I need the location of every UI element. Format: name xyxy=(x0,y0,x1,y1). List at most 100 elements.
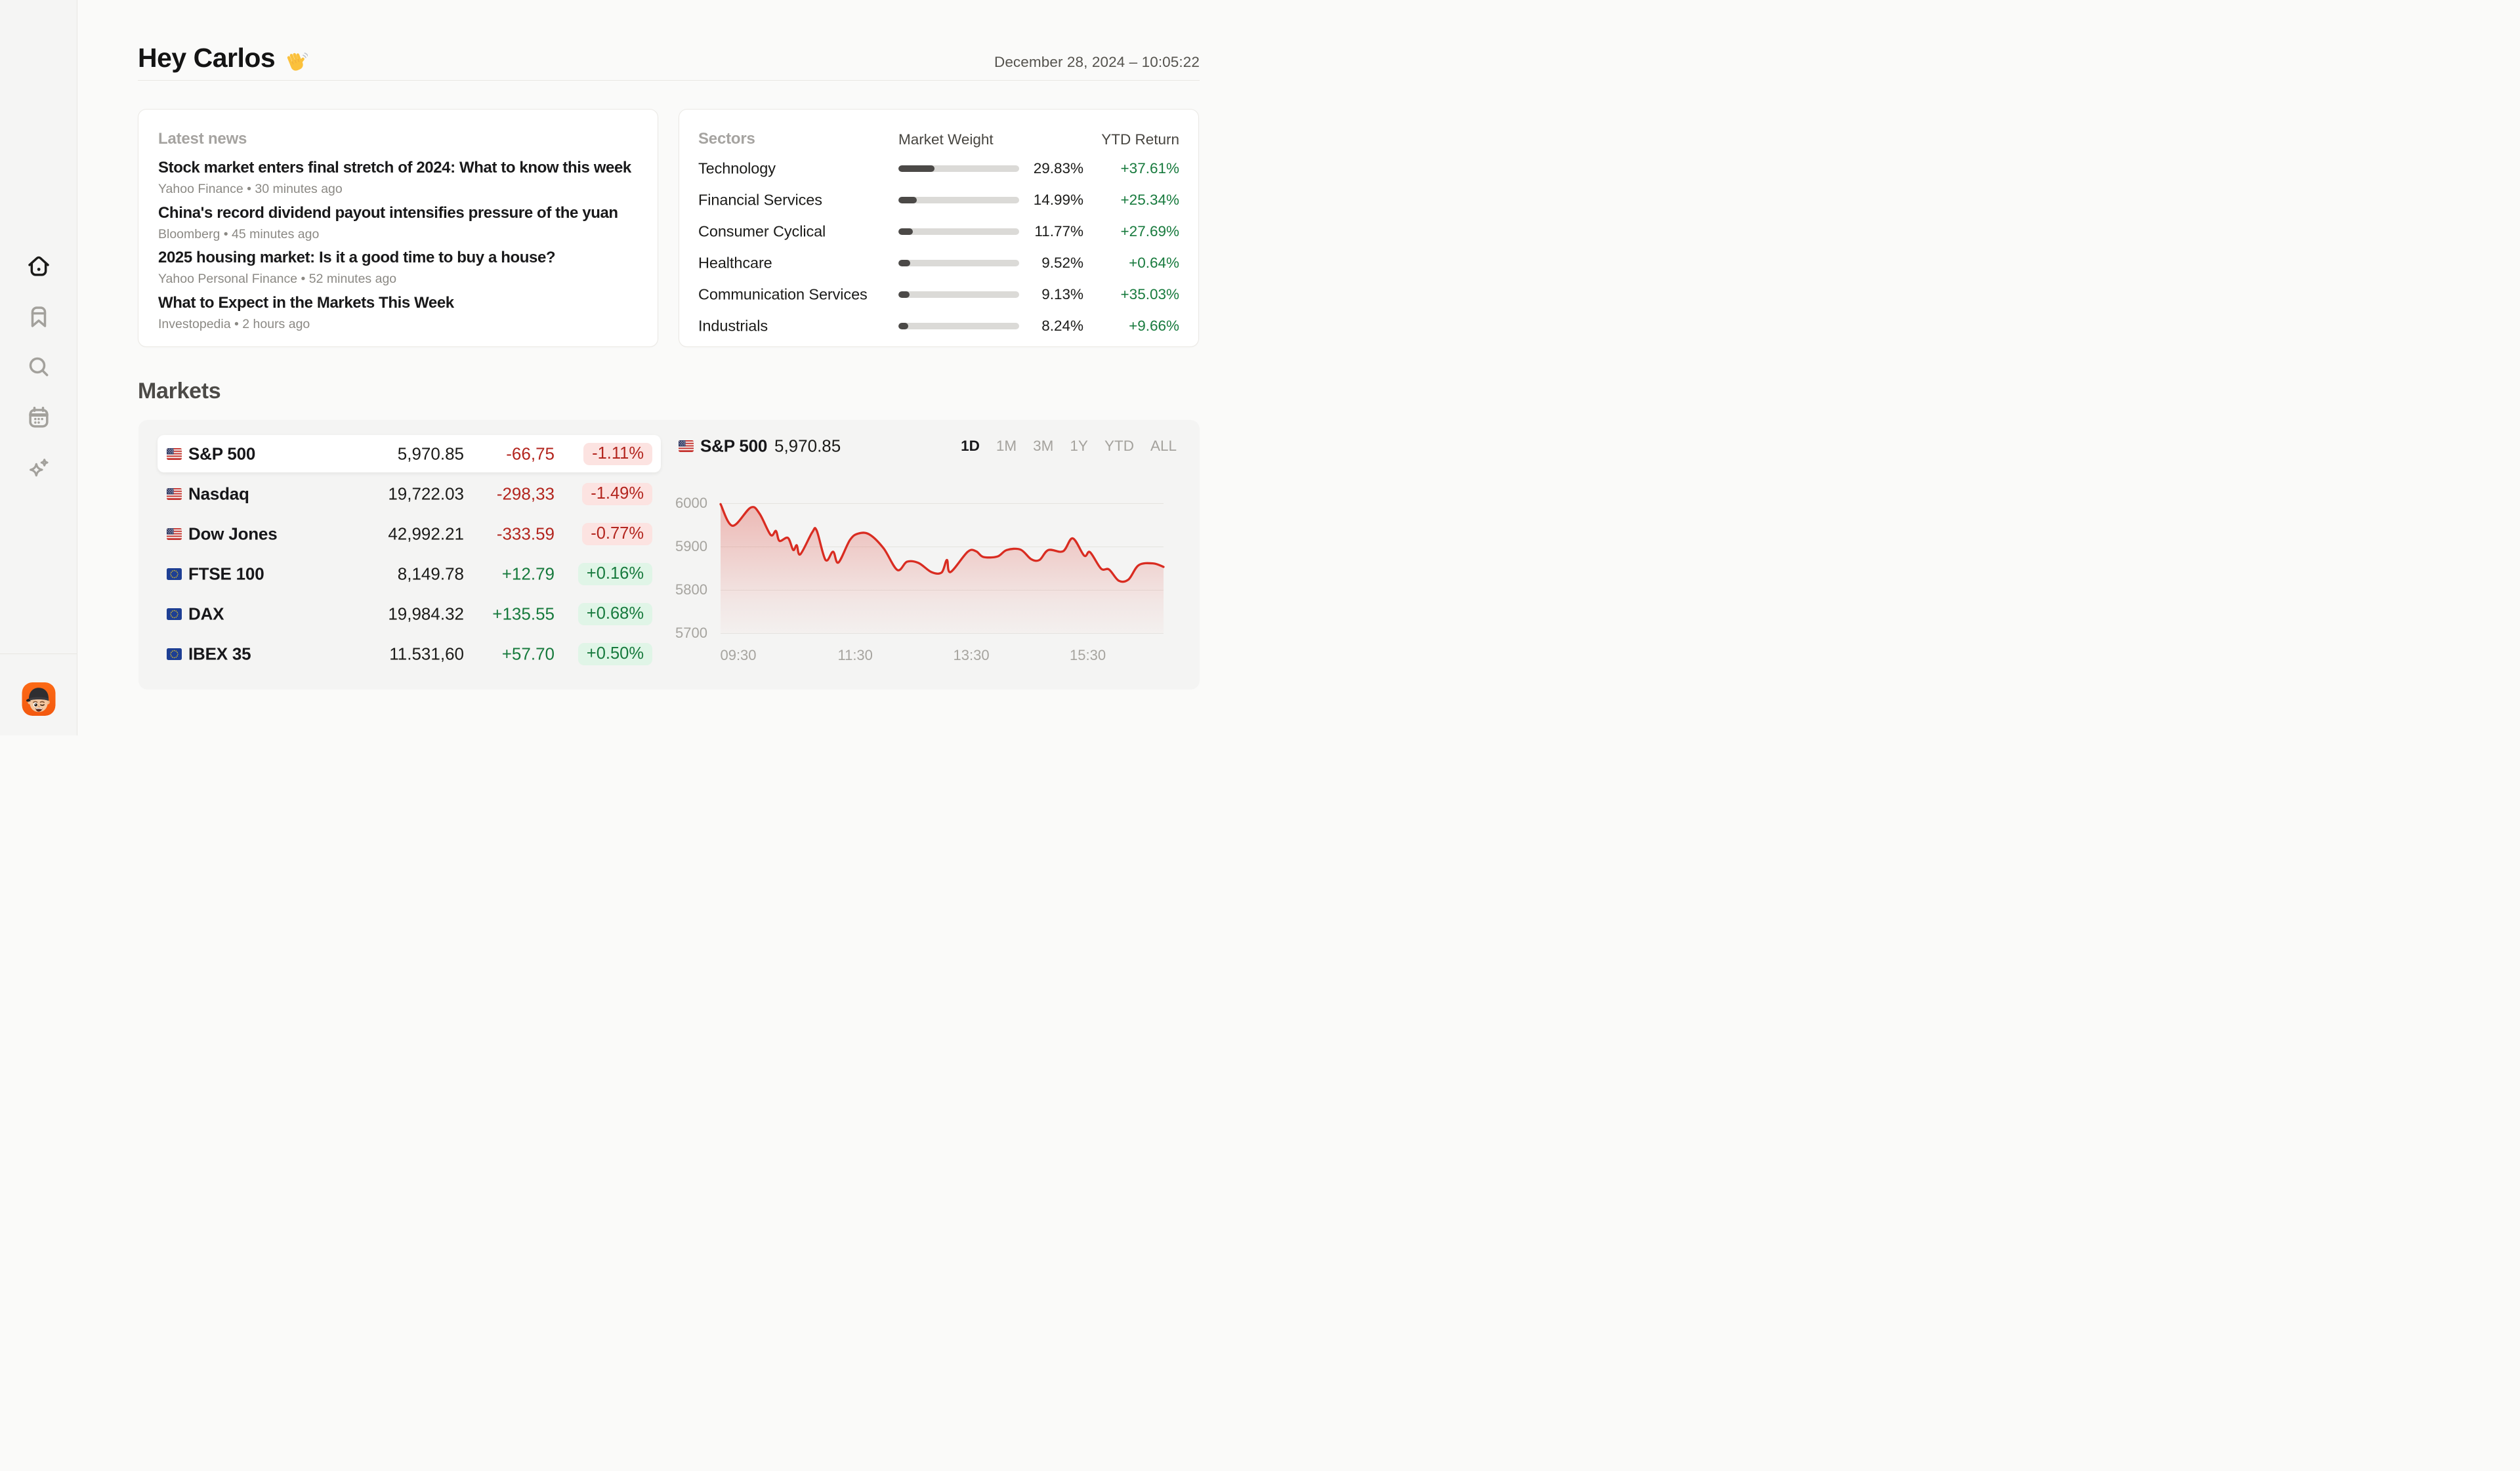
sector-row: Communication Services 9.13% +35.03% xyxy=(698,279,1179,310)
news-time: 30 minutes ago xyxy=(255,182,343,196)
market-change: +57.70 xyxy=(501,644,555,663)
news-headline[interactable]: Stock market enters final stretch of 202… xyxy=(158,159,631,176)
market-change: -333.59 xyxy=(496,524,555,543)
news-time: 45 minutes ago xyxy=(231,226,320,241)
market-weight-column-header: Market Weight xyxy=(898,131,994,148)
news-source-line: Yahoo Finance • 30 minutes ago xyxy=(158,180,638,197)
market-row-ftse-100[interactable]: FTSE 100 8,149.78 +12.79 +0.16% xyxy=(158,555,661,592)
market-change-percent-badge: -1.11% xyxy=(583,442,652,465)
market-value: 19,984.32 xyxy=(388,604,464,623)
chart-y-tick-label: 6000 xyxy=(675,495,707,511)
chart-y-tick-label: 5700 xyxy=(675,625,707,641)
market-weight-bar-fill xyxy=(898,228,913,235)
news-list: Stock market enters final stretch of 202… xyxy=(158,157,638,333)
market-change-percent-badge: +0.68% xyxy=(578,602,652,625)
market-change-percent-badge: -1.49% xyxy=(582,482,652,505)
sidebar-item-home[interactable] xyxy=(26,253,52,279)
market-row-dax[interactable]: DAX 19,984.32 +135.55 +0.68% xyxy=(158,595,661,632)
sector-ytd-return: +35.03% xyxy=(1120,286,1179,302)
news-source: Yahoo Personal Finance xyxy=(158,272,298,286)
market-change-percent-badge: -0.77% xyxy=(582,522,652,545)
sidebar-item-calendar[interactable] xyxy=(26,404,52,430)
sectors-card-title: Sectors xyxy=(698,130,755,148)
news-item[interactable]: What to Expect in the Markets This Week I… xyxy=(158,292,638,333)
chart-range-tabs: 1D 1M 3M 1Y YTD ALL xyxy=(961,438,1177,455)
header-divider xyxy=(138,80,1200,81)
sidebar-item-bookmarks[interactable] xyxy=(26,303,52,329)
chart-x-tick-label: 11:30 xyxy=(837,647,873,663)
sector-row: Technology 29.83% +37.61% xyxy=(698,153,1179,184)
market-name: Dow Jones xyxy=(188,524,278,543)
market-value: 19,722.03 xyxy=(388,484,464,503)
sector-weight-value: 29.83% xyxy=(1033,160,1083,176)
news-headline[interactable]: China's record dividend payout intensifi… xyxy=(158,203,618,222)
news-source: Bloomberg xyxy=(158,226,220,241)
greeting-title: Hey Carlos xyxy=(138,41,309,75)
market-weight-bar xyxy=(898,197,1019,203)
sidebar-item-search[interactable] xyxy=(26,354,52,380)
sector-row: Industrials 8.24% +9.66% xyxy=(698,310,1179,342)
news-headline[interactable]: 2025 housing market: Is it a good time t… xyxy=(158,249,556,266)
ytd-return-column-header: YTD Return xyxy=(1101,131,1179,148)
sectors-card-body: Sectors Market Weight YTD Return Technol… xyxy=(698,130,1179,342)
news-separator-dot: • xyxy=(297,272,309,286)
news-card-body: Latest news Stock market enters final st… xyxy=(158,130,638,337)
chart-tab-1y[interactable]: 1Y xyxy=(1070,438,1088,454)
eu-flag-icon xyxy=(167,608,182,620)
main-content: Hey Carlos December 28, 2024 – 10:05:22 … xyxy=(77,0,1260,736)
sector-weight-value: 9.52% xyxy=(1041,255,1083,271)
home-icon xyxy=(26,253,52,279)
sector-weight-value: 14.99% xyxy=(1033,192,1083,208)
market-change-percent-badge: +0.16% xyxy=(578,562,652,585)
news-card-title: Latest news xyxy=(158,130,247,148)
chart-x-tick-label: 09:30 xyxy=(720,647,757,663)
chart-tab-1d[interactable]: 1D xyxy=(961,438,980,454)
bookmark-icon xyxy=(26,303,52,329)
market-row-s-p-500[interactable]: S&P 500 5,970.85 -66,75 -1.11% xyxy=(158,435,661,472)
chart-tab-3m[interactable]: 3M xyxy=(1033,438,1054,454)
market-value: 42,992.21 xyxy=(388,524,464,543)
market-change: -66,75 xyxy=(506,444,555,463)
user-avatar[interactable] xyxy=(22,682,55,716)
chart-tab-all[interactable]: ALL xyxy=(1150,438,1177,454)
eu-flag-icon xyxy=(167,648,182,660)
market-weight-bar xyxy=(898,228,1019,235)
chart-x-tick-label: 15:30 xyxy=(1070,647,1106,663)
news-source-line: Bloomberg • 45 minutes ago xyxy=(158,226,638,243)
sector-weight-value: 9.13% xyxy=(1041,286,1083,302)
news-item[interactable]: China's record dividend payout intensifi… xyxy=(158,202,638,243)
sector-name: Healthcare xyxy=(698,254,772,272)
market-row-dow-jones[interactable]: Dow Jones 42,992.21 -333.59 -0.77% xyxy=(158,515,661,552)
news-item[interactable]: 2025 housing market: Is it a good time t… xyxy=(158,247,638,287)
us-flag-icon xyxy=(167,447,182,460)
chart-y-tick-label: 5900 xyxy=(675,538,707,554)
page-header: Hey Carlos December 28, 2024 – 10:05:22 xyxy=(138,41,1200,75)
greeting-text: Hey Carlos xyxy=(138,43,276,73)
news-headline[interactable]: What to Expect in the Markets This Week xyxy=(158,293,454,312)
news-source-line: Investopedia • 2 hours ago xyxy=(158,316,638,333)
sector-row: Consumer Cyclical 11.77% +27.69% xyxy=(698,216,1179,247)
news-time: 2 hours ago xyxy=(242,316,310,331)
header-datetime: December 28, 2024 – 10:05:22 xyxy=(994,54,1200,70)
market-value: 11.531,60 xyxy=(389,644,464,663)
chart-header: S&P 500 5,970.85 1D 1M 3M 1Y YTD ALL xyxy=(679,434,1177,458)
sector-ytd-return: +9.66% xyxy=(1129,318,1179,334)
chart-last-value: 5,970.85 xyxy=(774,436,841,456)
market-weight-bar xyxy=(898,291,1019,298)
sectors-list: Technology 29.83% +37.61% Financial Service… xyxy=(698,153,1179,342)
chart-gridline xyxy=(721,503,1164,504)
market-row-nasdaq[interactable]: Nasdaq 19,722.03 -298,33 -1.49% xyxy=(158,475,661,512)
sparkles-icon xyxy=(26,455,52,481)
calendar-icon xyxy=(26,404,52,430)
chart-x-tick-label: 13:30 xyxy=(953,647,990,663)
market-row-ibex-35[interactable]: IBEX 35 11.531,60 +57.70 +0.50% xyxy=(158,635,661,673)
market-name: FTSE 100 xyxy=(188,564,264,583)
news-item[interactable]: Stock market enters final stretch of 202… xyxy=(158,157,638,197)
sector-name: Consumer Cyclical xyxy=(698,222,826,240)
chart-tab-1m[interactable]: 1M xyxy=(996,438,1017,454)
news-separator-dot: • xyxy=(243,182,255,196)
chart-tab-ytd[interactable]: YTD xyxy=(1104,438,1134,454)
news-source-line: Yahoo Personal Finance • 52 minutes ago xyxy=(158,270,638,287)
sidebar-item-assistant[interactable] xyxy=(26,455,52,481)
latest-news-card: Latest news Stock market enters final st… xyxy=(138,109,658,347)
